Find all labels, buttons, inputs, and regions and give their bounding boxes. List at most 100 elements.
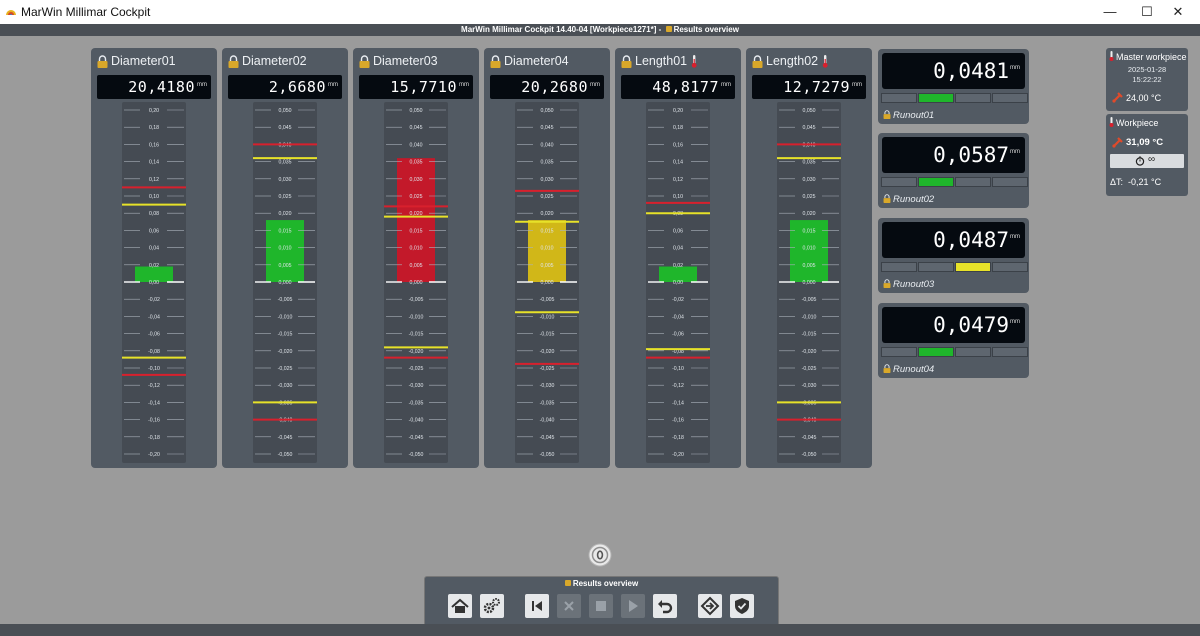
unit-label: mm [590, 82, 600, 88]
runout-segment [992, 347, 1028, 357]
master-workpiece-panel[interactable]: Master workpiece 2025-01-28 15:22:22 24,… [1106, 48, 1188, 111]
feature-panel-length02[interactable]: Length0212,7279mm0,0500,0450,0400,0350,0… [746, 48, 872, 468]
feature-scale: 0,050 0,045 0,040 0,035 0,030 0,025 0,020 0,015… [515, 102, 579, 463]
diamond-arrow-icon [700, 596, 720, 616]
feature-panel-diameter01[interactable]: Diameter01 20,4180 mm 0,20 0,18 0,16 0,14 0,12 0… [91, 48, 217, 468]
feature-value: 20,2680 [521, 78, 588, 96]
tick-label: -0,06 [148, 332, 160, 338]
feature-value: 12,7279 [783, 78, 850, 96]
feature-value: 20,4180 [128, 78, 195, 96]
tick-label: -0,12 [148, 383, 160, 389]
tick-label: -0,045 [278, 435, 293, 441]
feature-panel-diameter03[interactable]: Diameter03 15,7710 mm 0,050 0,045 0,040 0,035 0… [353, 48, 479, 468]
tick-label: -0,02 [672, 297, 684, 303]
shield-button[interactable] [730, 594, 754, 618]
workpiece-temperature: 31,09 °C [1126, 137, 1164, 148]
tick-label: 0,035 [541, 160, 554, 166]
tick-label: 0,015 [803, 228, 816, 234]
unit-label: mm [328, 82, 338, 88]
tick-label: -0,015 [802, 332, 817, 338]
tick-label: -0,16 [672, 418, 684, 424]
play-icon [629, 600, 638, 612]
runout-segment [881, 262, 917, 272]
tick-label: 0,020 [279, 211, 292, 217]
thermometer-icon [691, 55, 697, 68]
first-button[interactable] [525, 594, 549, 618]
maximize-button[interactable]: ☐ [1141, 4, 1153, 19]
unit-label: mm [1010, 149, 1020, 155]
tick-label: 0,000 [410, 280, 423, 286]
x-icon [564, 601, 574, 611]
lock-icon [752, 55, 763, 68]
lock-icon [228, 55, 239, 68]
tick-label: 0,020 [410, 211, 423, 217]
tick-label: 0,000 [803, 280, 816, 286]
minimize-button[interactable]: — [1103, 4, 1117, 19]
unit-label: mm [459, 82, 469, 88]
tick-label: 0,020 [803, 211, 816, 217]
runout-panel-3[interactable]: 0,0487 mm Runout03 [878, 218, 1029, 293]
scale-svg: 0,050 0,045 0,040 0,035 0,030 0,025 0,020 0,015… [384, 108, 448, 458]
stop-button[interactable] [589, 594, 613, 618]
feature-header: Diameter03 [359, 54, 475, 70]
toolbar-title: Results overview [572, 579, 639, 588]
runout-panel-2[interactable]: 0,0587 mm Runout02 [878, 133, 1029, 208]
close-button[interactable]: ✕ [1172, 4, 1184, 19]
lock-icon [490, 55, 501, 68]
feature-panel-diameter02[interactable]: Diameter022,6680mm0,0500,0450,0400,0350,… [222, 48, 348, 468]
tick-label: -0,005 [409, 297, 424, 303]
tick-label: 0,025 [279, 194, 292, 200]
tick-label: 0,025 [410, 194, 423, 200]
tick-label: 0,00 [149, 280, 159, 286]
cancel-button[interactable] [557, 594, 581, 618]
runout-segment [881, 93, 917, 103]
tick-label: 0,015 [541, 228, 554, 234]
measurement-bar [528, 220, 566, 282]
settings-button[interactable] [480, 594, 504, 618]
scale-svg: 0,20 0,18 0,16 0,14 0,12 0,10 0,08 0,06 0,04 0,02… [122, 108, 186, 458]
runout-label: Runout01 [883, 109, 934, 121]
feature-readout: 12,7279 mm [752, 75, 866, 99]
tick-label: 0,025 [803, 194, 816, 200]
lock-icon [883, 364, 891, 373]
feature-readout: 15,7710 mm [359, 75, 473, 99]
tick-label: -0,045 [540, 435, 555, 441]
tick-label: 0,04 [149, 246, 159, 252]
master-time: 15:22:22 [1132, 75, 1162, 84]
measurement-bar [790, 220, 828, 282]
runout-readout: 0,0487 mm [882, 222, 1025, 258]
tick-label: -0,025 [540, 366, 555, 372]
feature-panel-diameter04[interactable]: Diameter04 20,2680 mm 0,050 0,045 0,040 0,035 0… [484, 48, 610, 468]
workpiece-panel[interactable]: Workpiece 31,09 °C ∞ ΔT: -0,21 °C [1106, 114, 1188, 196]
zero-indicator-icon[interactable] [588, 543, 612, 567]
tick-label: 0,18 [673, 125, 683, 131]
tick-label: -0,050 [409, 452, 424, 458]
runout-panel-1[interactable]: 0,0481 mm Runout01 [878, 49, 1029, 124]
tick-label: -0,020 [409, 349, 424, 355]
home-icon [451, 598, 469, 613]
timer-value: ∞ [1148, 154, 1156, 165]
tick-label: 0,050 [279, 108, 292, 114]
tick-label: -0,020 [802, 349, 817, 355]
feature-panel-length01[interactable]: Length01 48,8177 mm 0,20 0,18 0,16 0,14 0,12 0,1… [615, 48, 741, 468]
tick-label: -0,050 [278, 452, 293, 458]
tick-label: 0,06 [149, 228, 159, 234]
runout-segment [955, 93, 991, 103]
play-button[interactable] [621, 594, 645, 618]
tick-label: 0,005 [803, 263, 816, 269]
tick-label: -0,050 [540, 452, 555, 458]
runout-panel-4[interactable]: 0,0479 mm Runout04 [878, 303, 1029, 378]
home-button[interactable] [448, 594, 472, 618]
undo-button[interactable] [653, 594, 677, 618]
shield-check-icon [735, 598, 749, 614]
lock-icon [97, 55, 108, 68]
title-bar: MarWin Millimar Cockpit — ☐ ✕ [0, 0, 1200, 25]
lock-icon [621, 55, 632, 68]
tick-label: 0,16 [149, 142, 159, 148]
runout-segment [992, 93, 1028, 103]
measurement-bar [397, 158, 435, 282]
tick-label: -0,08 [672, 349, 684, 355]
navigate-button[interactable] [698, 594, 722, 618]
tick-label: 0,08 [149, 211, 159, 217]
runout-segment [918, 177, 954, 187]
